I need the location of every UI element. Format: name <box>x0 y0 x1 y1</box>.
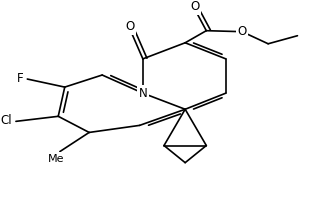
Text: O: O <box>125 20 134 33</box>
Text: Cl: Cl <box>0 114 12 128</box>
Text: N: N <box>139 87 147 100</box>
Text: F: F <box>17 72 23 85</box>
Text: Me: Me <box>49 154 65 164</box>
Text: O: O <box>238 25 247 38</box>
Text: O: O <box>190 0 200 13</box>
